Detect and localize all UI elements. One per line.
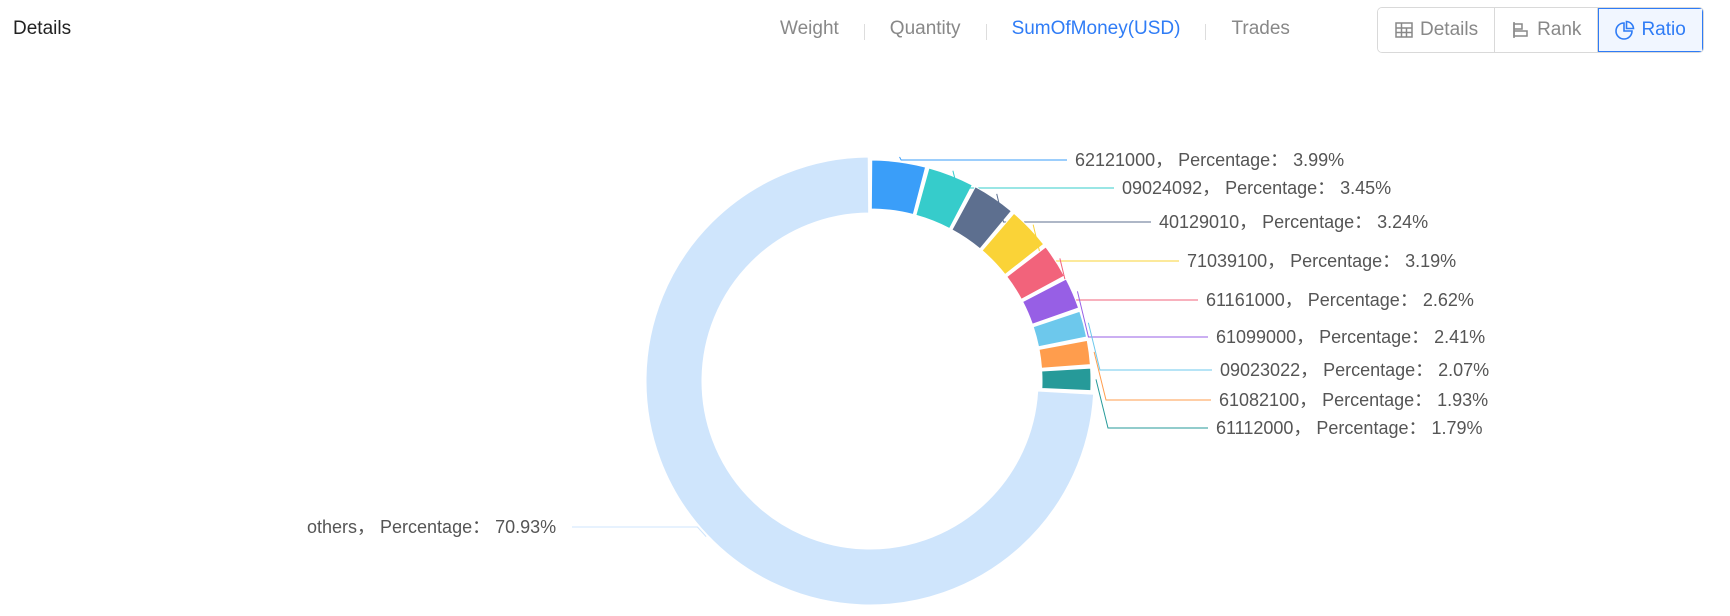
slice-label-62121000: 62121000， Percentage： 3.99% (1075, 150, 1344, 170)
slice-label-61161000: 61161000， Percentage： 2.62% (1206, 290, 1474, 310)
tab-trades[interactable]: Trades (1231, 18, 1290, 39)
rank-view-button[interactable]: Rank (1495, 8, 1599, 52)
details-view-button[interactable]: Details (1378, 8, 1496, 52)
slice-label-others: others， Percentage： 70.93% (307, 517, 556, 537)
slice-61112000[interactable] (1041, 367, 1092, 392)
details-view-label: Details (1420, 19, 1479, 40)
slice-09024092[interactable] (915, 167, 973, 230)
slice-71039100[interactable] (981, 212, 1045, 276)
slice-label-61082100: 61082100， Percentage： 1.93% (1219, 390, 1488, 410)
tab-separator (1205, 24, 1207, 40)
slice-61082100[interactable] (1038, 339, 1091, 369)
slice-61099000[interactable] (1021, 278, 1080, 325)
page-title: Details (13, 18, 72, 39)
tab-weight[interactable]: Weight (780, 18, 839, 39)
tab-sum-of-money[interactable]: SumOfMoney(USD) (1011, 18, 1181, 39)
slice-40129010[interactable] (951, 186, 1013, 250)
slice-others[interactable] (645, 156, 1095, 606)
leader-line-09023022 (1087, 322, 1212, 371)
tab-separator (985, 24, 987, 40)
table-icon (1394, 20, 1414, 40)
slice-62121000[interactable] (870, 159, 927, 216)
slice-label-09024092: 09024092， Percentage： 3.45% (1122, 178, 1391, 198)
slice-label-40129010: 40129010， Percentage： 3.24% (1159, 212, 1428, 232)
slice-label-61099000: 61099000， Percentage： 2.41% (1216, 327, 1485, 347)
slice-61161000[interactable] (1006, 246, 1066, 300)
pie-chart-icon (1615, 20, 1635, 40)
ratio-view-button[interactable]: Ratio (1598, 8, 1703, 52)
bar-rank-icon (1511, 20, 1531, 40)
leader-line-62121000 (899, 156, 1067, 161)
slice-label-09023022: 09023022， Percentage： 2.07% (1220, 360, 1489, 380)
slice-label-61112000: 61112000， Percentage： 1.79% (1216, 418, 1483, 438)
tab-quantity[interactable]: Quantity (889, 18, 961, 39)
leader-line-61099000 (1076, 291, 1208, 338)
leader-line-40129010 (996, 193, 1151, 223)
rank-view-label: Rank (1537, 19, 1582, 40)
view-toggle-group: Details Rank Ratio (1377, 7, 1704, 53)
leader-line-71039100 (1032, 224, 1179, 262)
leader-line-61082100 (1093, 351, 1211, 401)
metric-tabs: Weight Quantity SumOfMoney(USD) Trades (780, 18, 1290, 40)
slice-label-71039100: 71039100， Percentage： 3.19% (1187, 251, 1456, 271)
slice-09023022[interactable] (1032, 310, 1088, 348)
leader-line-09024092 (952, 170, 1114, 189)
leader-line-61161000 (1059, 258, 1198, 301)
leader-line-others (572, 526, 707, 537)
tab-separator (863, 24, 865, 40)
ratio-view-label: Ratio (1641, 19, 1686, 40)
leader-line-61112000 (1095, 379, 1208, 429)
